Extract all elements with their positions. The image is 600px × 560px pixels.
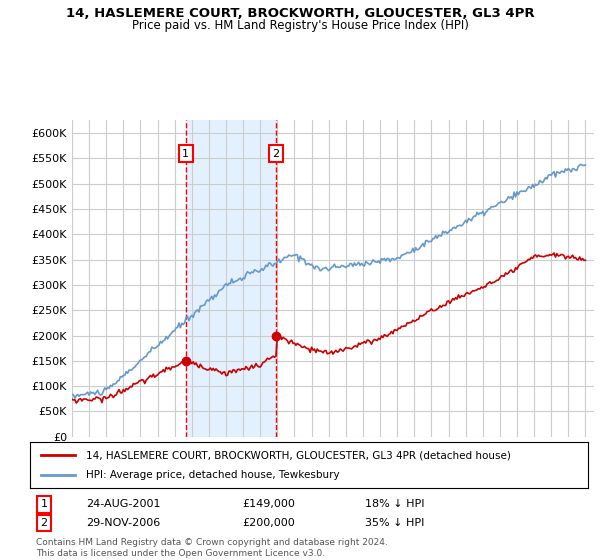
Text: Contains HM Land Registry data © Crown copyright and database right 2024.
This d: Contains HM Land Registry data © Crown c… xyxy=(35,538,388,558)
Text: 18% ↓ HPI: 18% ↓ HPI xyxy=(365,499,424,509)
Text: 35% ↓ HPI: 35% ↓ HPI xyxy=(365,518,424,528)
Text: 2: 2 xyxy=(272,148,280,158)
Bar xyxy=(186,120,276,437)
Text: 1: 1 xyxy=(40,499,47,509)
Text: £149,000: £149,000 xyxy=(242,499,295,509)
Text: 2: 2 xyxy=(40,518,47,528)
Text: 14, HASLEMERE COURT, BROCKWORTH, GLOUCESTER, GL3 4PR: 14, HASLEMERE COURT, BROCKWORTH, GLOUCES… xyxy=(65,7,535,20)
Text: £200,000: £200,000 xyxy=(242,518,295,528)
Text: Price paid vs. HM Land Registry's House Price Index (HPI): Price paid vs. HM Land Registry's House … xyxy=(131,19,469,32)
Text: 1: 1 xyxy=(182,148,190,158)
Text: 29-NOV-2006: 29-NOV-2006 xyxy=(86,518,160,528)
Text: HPI: Average price, detached house, Tewkesbury: HPI: Average price, detached house, Tewk… xyxy=(86,470,340,480)
Text: 24-AUG-2001: 24-AUG-2001 xyxy=(86,499,160,509)
Text: 14, HASLEMERE COURT, BROCKWORTH, GLOUCESTER, GL3 4PR (detached house): 14, HASLEMERE COURT, BROCKWORTH, GLOUCES… xyxy=(86,450,511,460)
